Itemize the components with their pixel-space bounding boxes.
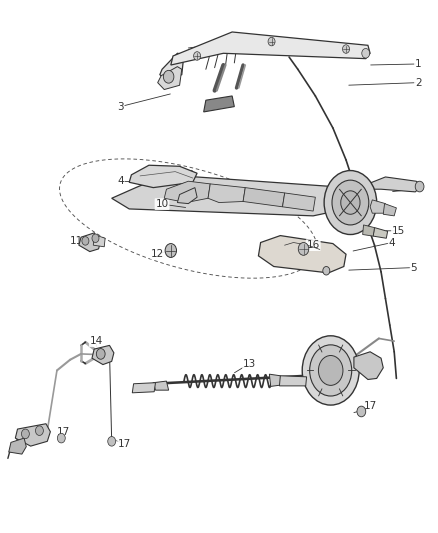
- Polygon shape: [164, 181, 210, 203]
- Text: 7: 7: [410, 184, 417, 194]
- Polygon shape: [153, 381, 169, 390]
- Circle shape: [343, 45, 350, 53]
- Text: 10: 10: [155, 199, 169, 209]
- Polygon shape: [92, 345, 114, 365]
- Text: 17: 17: [15, 439, 28, 449]
- Circle shape: [92, 234, 99, 243]
- Circle shape: [35, 426, 43, 435]
- Polygon shape: [171, 32, 370, 65]
- Text: 17: 17: [57, 427, 70, 437]
- Text: 17: 17: [118, 439, 131, 449]
- Circle shape: [318, 356, 343, 385]
- Circle shape: [298, 243, 309, 255]
- Circle shape: [324, 171, 377, 235]
- Circle shape: [362, 49, 370, 58]
- Polygon shape: [279, 376, 307, 386]
- Text: 4: 4: [389, 238, 396, 247]
- Circle shape: [323, 266, 330, 275]
- Circle shape: [194, 52, 201, 60]
- Text: 3: 3: [117, 102, 124, 111]
- Polygon shape: [258, 236, 346, 273]
- Circle shape: [415, 181, 424, 192]
- Circle shape: [57, 433, 65, 443]
- Polygon shape: [283, 193, 315, 211]
- Polygon shape: [160, 53, 184, 81]
- Text: 14: 14: [90, 336, 103, 346]
- Circle shape: [82, 237, 89, 245]
- Polygon shape: [208, 184, 245, 203]
- Text: 5: 5: [410, 263, 417, 272]
- Circle shape: [302, 336, 359, 405]
- Polygon shape: [9, 438, 26, 454]
- Text: 16: 16: [307, 240, 320, 250]
- Circle shape: [332, 180, 369, 225]
- Circle shape: [21, 429, 29, 439]
- Polygon shape: [363, 225, 374, 236]
- Polygon shape: [366, 177, 420, 192]
- Polygon shape: [79, 233, 101, 252]
- Text: 4: 4: [117, 176, 124, 186]
- Polygon shape: [93, 235, 105, 247]
- Text: 15: 15: [392, 226, 405, 236]
- Polygon shape: [129, 165, 197, 188]
- Polygon shape: [269, 374, 283, 386]
- Text: 12: 12: [151, 249, 164, 259]
- Circle shape: [165, 244, 177, 257]
- Text: 17: 17: [364, 401, 377, 411]
- Polygon shape: [112, 175, 350, 216]
- Circle shape: [108, 437, 116, 446]
- Text: 11: 11: [70, 236, 83, 246]
- Polygon shape: [370, 200, 385, 213]
- Circle shape: [268, 37, 275, 46]
- Circle shape: [96, 349, 105, 359]
- Text: 2: 2: [415, 78, 422, 87]
- Text: 13: 13: [243, 359, 256, 368]
- Polygon shape: [132, 383, 155, 393]
- Polygon shape: [243, 188, 285, 207]
- Polygon shape: [204, 96, 234, 112]
- Polygon shape: [354, 352, 383, 379]
- Circle shape: [357, 406, 366, 417]
- Polygon shape: [373, 228, 388, 238]
- Circle shape: [163, 70, 174, 83]
- Circle shape: [310, 345, 352, 396]
- Polygon shape: [15, 424, 50, 446]
- Circle shape: [341, 191, 360, 214]
- Text: 1: 1: [415, 59, 422, 69]
- Polygon shape: [177, 188, 197, 204]
- Polygon shape: [158, 67, 182, 90]
- Polygon shape: [383, 204, 396, 216]
